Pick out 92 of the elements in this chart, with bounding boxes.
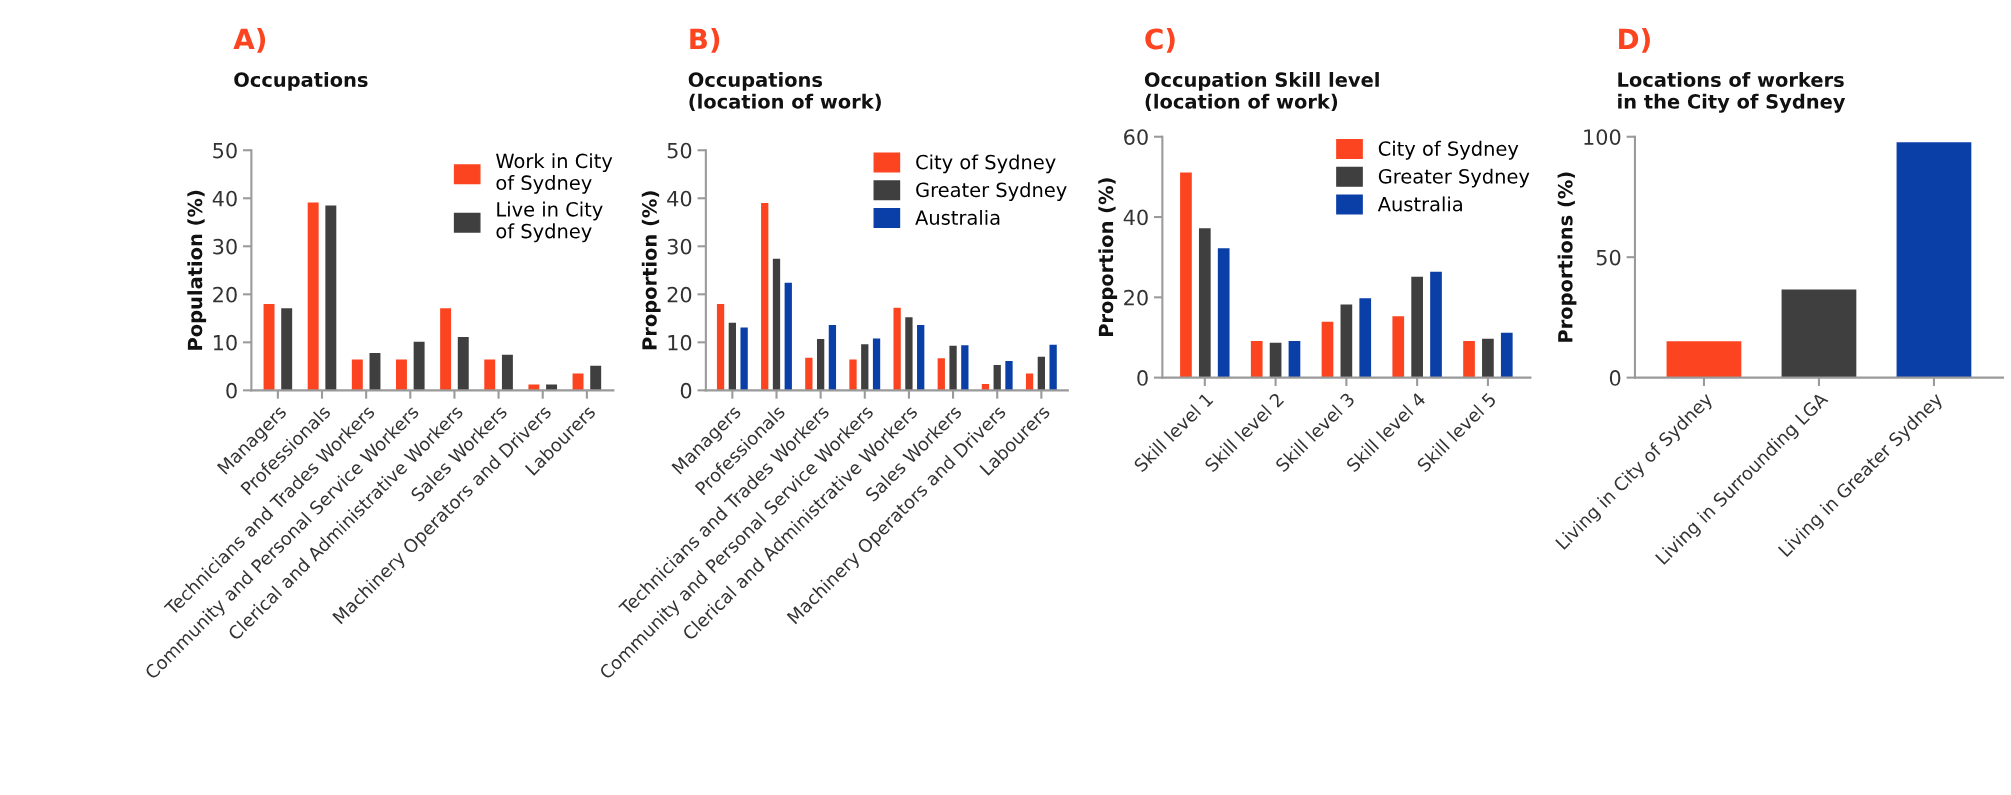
y-tick-label: 30 [213,238,237,255]
chart-title: D) [1619,28,1650,53]
bar [263,303,275,391]
chart-title: C) [1145,28,1175,53]
y-tick-label: 0 [1609,370,1621,386]
bar [728,322,736,391]
bar [1430,271,1442,378]
y-tick-label: 20 [1124,289,1148,306]
y-tick-label: 50 [213,142,237,159]
y-tick-label: 30 [667,238,692,255]
bar [949,345,957,391]
legend-label: Work in City of Sydney [496,153,613,194]
y-tick-label: 20 [213,286,237,303]
bar [457,337,469,391]
bar [805,357,813,391]
legend-label: Australia [915,209,1000,225]
bar [1288,341,1301,378]
y-tick-label: 0 [1137,370,1148,386]
y-axis-title: Population (%) [187,190,207,350]
chart-title: B) [690,28,720,53]
bar [307,202,319,391]
bar [1340,304,1353,378]
legend-label: Australia [1377,196,1462,212]
bar [572,373,584,391]
legend-label: Live in City of Sydney [496,201,603,243]
bar [1269,342,1282,378]
bar [281,308,293,391]
y-tick-label: 0 [680,382,692,399]
bar [716,303,725,391]
bar [917,325,925,391]
chart-subtitle: Locations of workers in the City of Sydney [1618,72,1846,113]
bar [351,359,363,391]
chart-subtitle: Occupation Skill level (location of work) [1144,72,1379,112]
bar [772,258,781,391]
bar [1411,276,1423,378]
bar [1392,316,1405,378]
bar [501,354,513,391]
bar [1217,248,1230,378]
y-tick-label: 40 [212,190,237,207]
bar [440,308,452,391]
legend-label: Greater Sydney [1378,168,1530,188]
bar [1321,321,1334,378]
y-tick-label: 50 [1596,249,1621,266]
chart-subtitle: Occupations (location of work) [688,72,881,112]
y-tick-label: 10 [213,334,237,351]
bar [1666,341,1742,378]
y-tick-label: 100 [1584,129,1621,145]
bar [395,359,407,391]
bar [1896,142,1972,378]
bar [1359,298,1372,378]
legend-label: Greater Sydney [916,182,1067,201]
bar [893,307,901,391]
y-tick-label: 40 [667,190,692,207]
bar [761,203,769,391]
chart-title: A) [233,28,266,53]
bar [325,205,337,391]
y-tick-label: 40 [1123,209,1148,226]
y-tick-label: 20 [667,286,692,303]
bar [1180,172,1192,378]
bar [1049,344,1057,391]
legend-label: City of Sydney [916,154,1056,174]
bar [961,345,969,391]
bar [937,358,945,391]
chart-subtitle: Occupations [234,72,368,91]
y-axis-title: Proportion (%) [641,191,661,350]
bar [1198,228,1211,378]
bar [861,344,869,391]
bar [872,338,881,391]
bar [413,341,425,391]
bar [1005,361,1013,391]
bar [849,359,857,391]
y-tick-label: 60 [1124,129,1148,145]
bar [1250,341,1263,378]
bar [828,325,837,391]
y-tick-label: 0 [226,382,237,399]
legend-label: City of Sydney [1378,140,1519,160]
bar [740,327,748,391]
y-axis-title: Proportion (%) [1098,178,1118,337]
y-tick-label: 10 [668,334,692,351]
bar [1037,356,1045,391]
y-tick-label: 50 [667,142,692,159]
bar [784,282,792,391]
bar [1482,338,1494,378]
bar [993,364,1001,391]
bar [1463,341,1475,378]
bar [1781,289,1857,378]
bar [590,365,602,391]
bar [1500,332,1513,378]
bar [816,338,825,391]
y-axis-title: Proportions (%) [1557,172,1577,342]
bar [905,317,913,391]
bar [484,359,496,391]
